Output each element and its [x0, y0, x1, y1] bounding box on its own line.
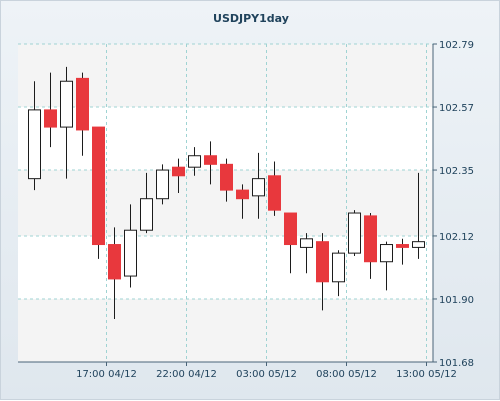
candle-up [124, 229, 137, 277]
candle-down [364, 215, 377, 263]
candle-down [268, 175, 281, 211]
candle-up [156, 169, 169, 200]
candle-up [348, 212, 361, 254]
candle-up [300, 238, 313, 248]
candle-down [236, 189, 249, 200]
candle-up [332, 252, 345, 283]
grid-band [18, 298, 433, 362]
chart-title: USDJPY1day [213, 12, 289, 25]
candle-up [188, 155, 201, 168]
x-tick-label: 22:00 04/12 [156, 369, 217, 380]
y-tick-label: 102.57 [439, 103, 474, 114]
x-tick-label: 08:00 05/12 [316, 369, 377, 380]
candle-up [140, 198, 153, 231]
y-tick-label: 101.68 [439, 358, 474, 369]
y-tick-label: 102.79 [439, 40, 474, 51]
candle-up [412, 241, 425, 248]
candle-down [172, 166, 185, 177]
candle-down [204, 155, 217, 165]
candle-up [380, 244, 393, 263]
x-tick-label: 03:00 05/12 [236, 369, 297, 380]
x-tick-label: 17:00 04/12 [76, 369, 137, 380]
candle-down [76, 77, 89, 131]
candle-down [108, 244, 121, 280]
candle-down [92, 126, 105, 246]
y-tick-label: 102.12 [439, 232, 474, 243]
candle-up [60, 80, 73, 128]
candle-down [44, 109, 57, 128]
candle-down [284, 212, 297, 246]
candle-up [252, 178, 265, 197]
candle-down [316, 241, 329, 283]
y-tick-label: 102.35 [439, 166, 474, 177]
x-tick-label: 13:00 05/12 [396, 369, 457, 380]
candle-down [396, 244, 409, 248]
candle-down [220, 163, 233, 191]
candle-up [28, 109, 41, 180]
y-tick-label: 101.90 [439, 295, 474, 306]
